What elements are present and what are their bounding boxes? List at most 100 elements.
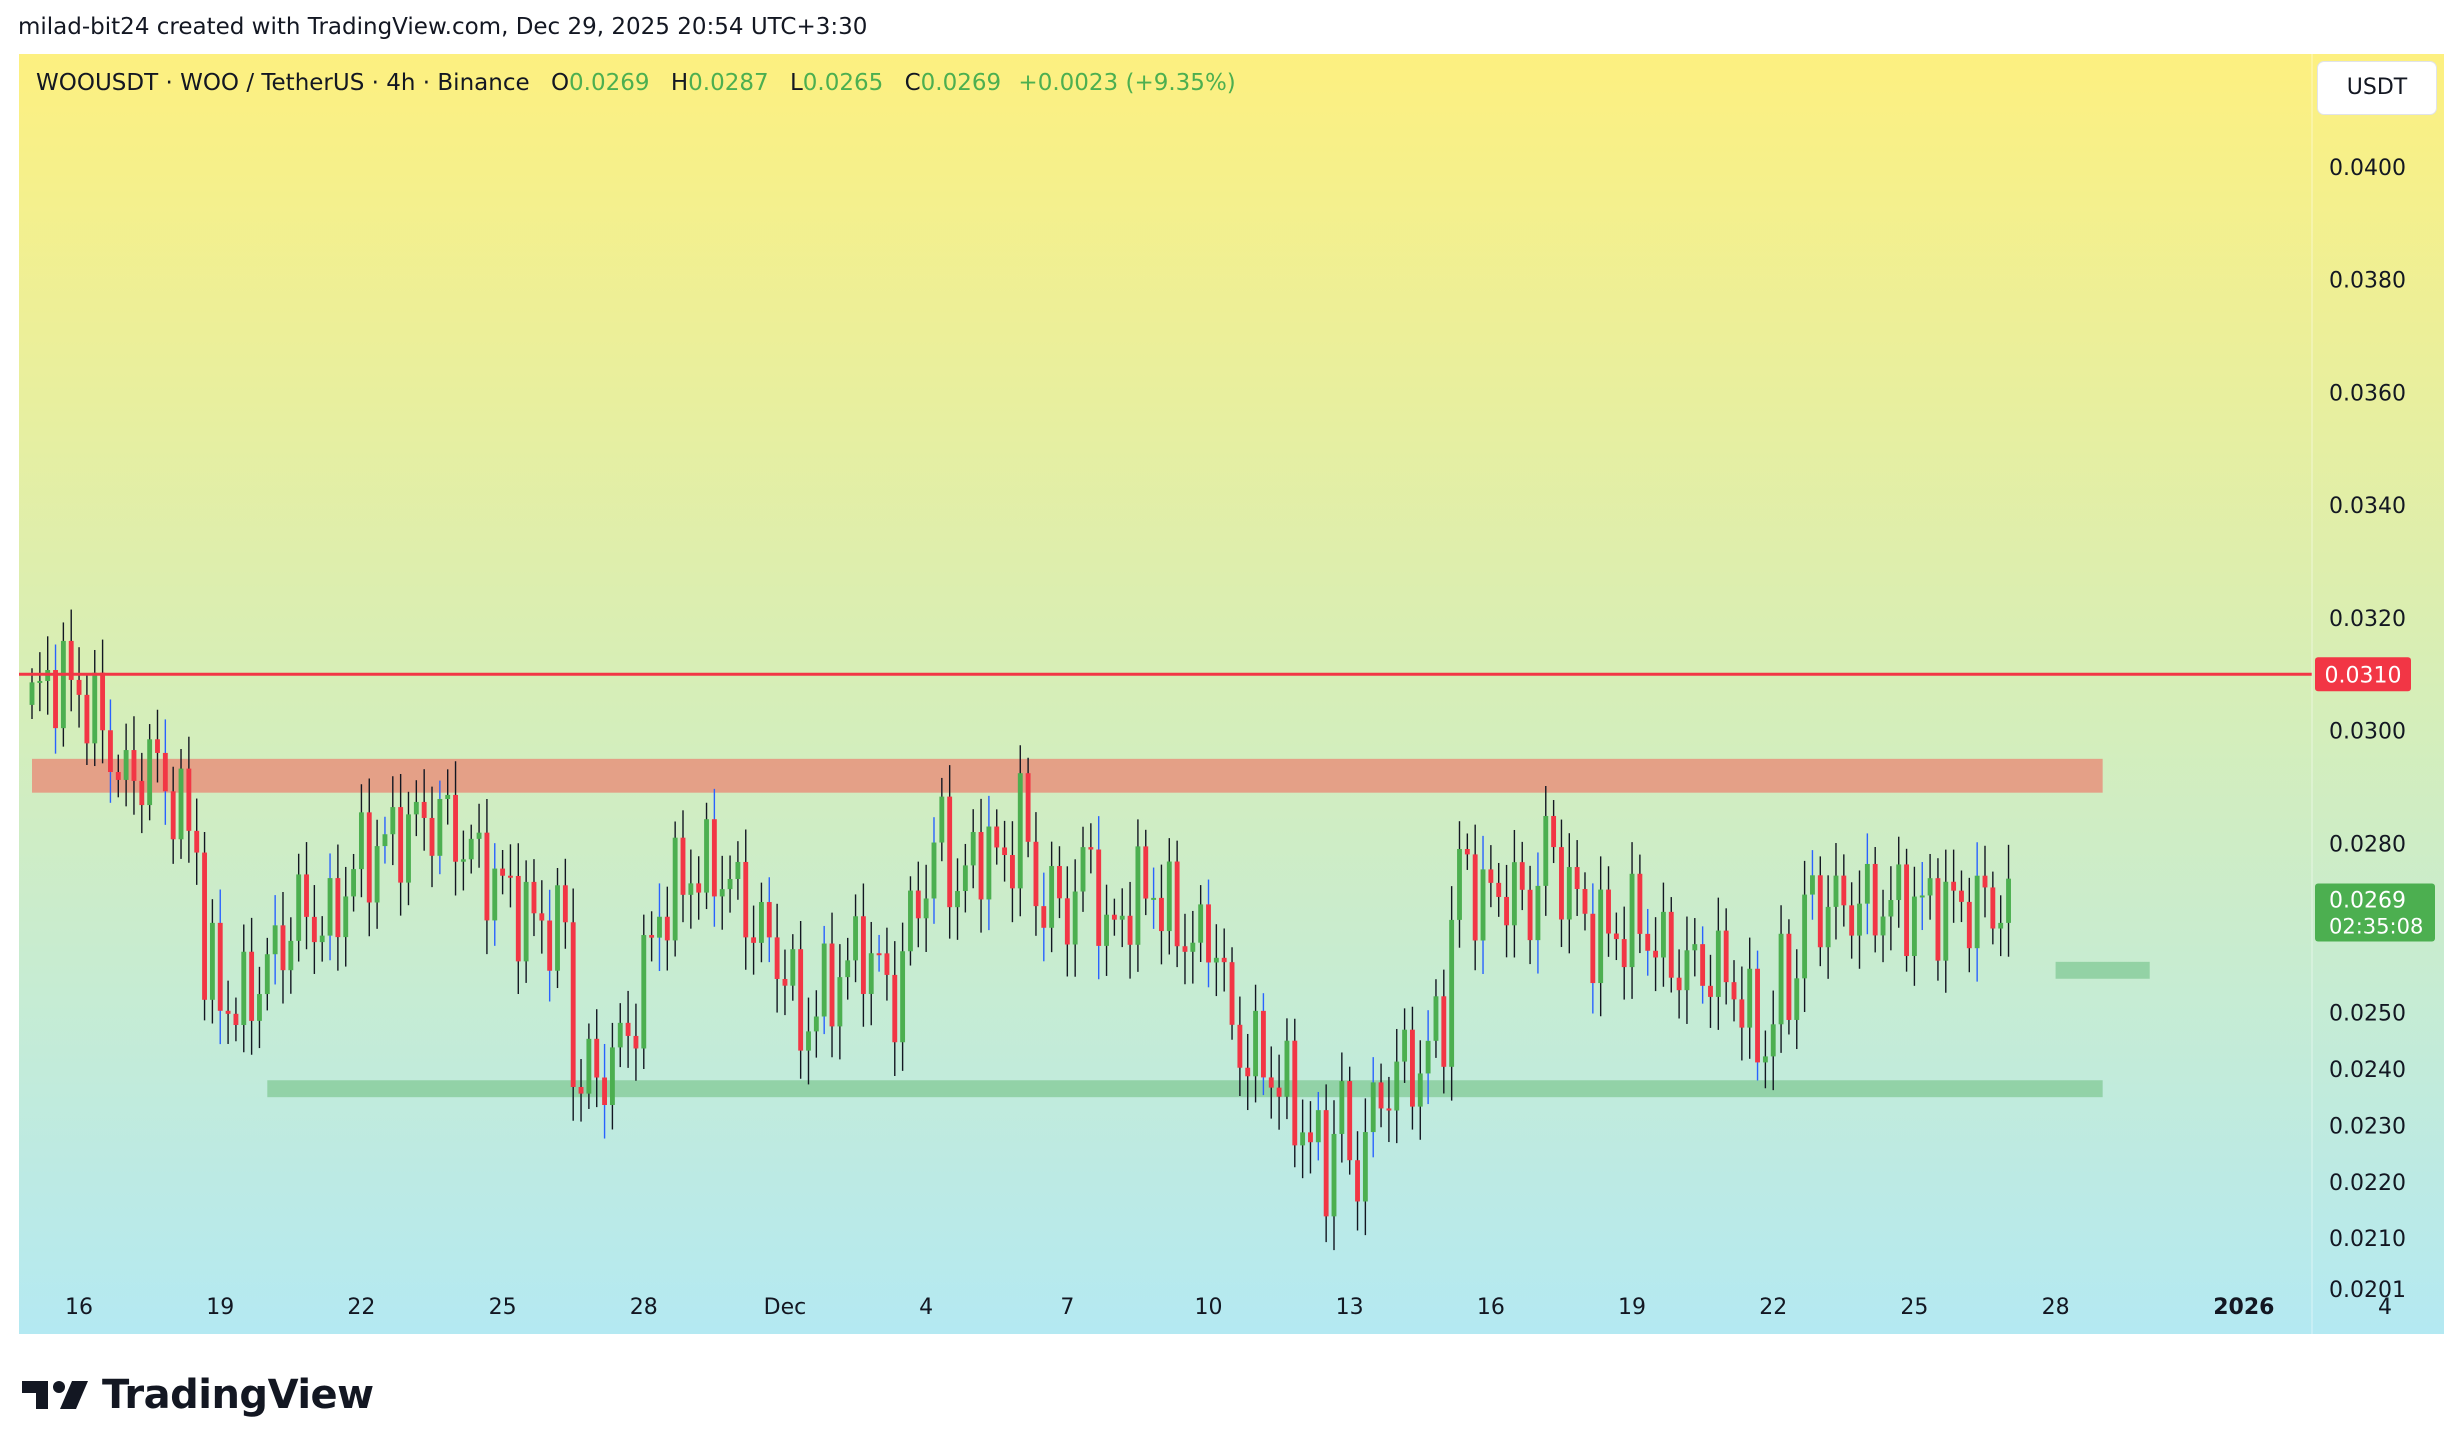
candle-body <box>711 819 717 897</box>
candle-body <box>217 922 223 1011</box>
candle-body <box>139 780 145 806</box>
candle-body <box>1708 985 1713 997</box>
candle-body <box>743 861 749 938</box>
candle-body <box>1637 873 1643 934</box>
candle-body <box>1151 897 1157 900</box>
candle-body <box>1433 996 1439 1041</box>
candle-body <box>1778 933 1784 1025</box>
chart-panel[interactable]: 0.0400 0.0380 0.0360 0.0340 0.0320 0.0300 0.02… <box>19 54 2444 1334</box>
candle-body <box>1198 904 1204 943</box>
x-tick-label: 22 <box>347 1295 375 1320</box>
candle-body <box>1723 930 1729 983</box>
x-tick-label: 4 <box>919 1295 933 1320</box>
candle-body <box>1080 847 1086 892</box>
candle-body <box>100 672 106 731</box>
candle-body <box>1464 849 1470 855</box>
low-label: L <box>789 70 803 96</box>
candle-body <box>1221 957 1227 963</box>
candle-body <box>1096 849 1102 946</box>
price-axis[interactable]: 0.0400 0.0380 0.0360 0.0340 0.0320 0.0300 0.02… <box>2329 156 2406 1303</box>
current-price-badge <box>2315 883 2435 942</box>
x-tick-label: 4 <box>2378 1295 2392 1320</box>
candle-body <box>1135 846 1141 945</box>
candle-body <box>1919 895 1925 898</box>
candle-body <box>900 951 906 1043</box>
candle-body <box>892 974 898 1043</box>
candle-body <box>1362 1132 1368 1202</box>
candle-body <box>1504 896 1509 926</box>
candle-body <box>92 672 98 744</box>
candle-body <box>1190 942 1196 952</box>
candle-body <box>555 885 560 971</box>
candle-body <box>586 1038 592 1094</box>
candle-body <box>500 868 506 876</box>
candle-body <box>1410 1029 1415 1107</box>
candle-body <box>1731 982 1737 1000</box>
candle-body <box>1833 875 1839 907</box>
candle-body <box>115 772 121 780</box>
candle-body <box>1276 1087 1282 1097</box>
time-axis[interactable]: 16 19 22 25 28 Dec 4 7 10 13 16 19 22 25 28 2026 4 <box>65 1295 2392 1320</box>
candle-body <box>609 1047 615 1106</box>
candle-body <box>1308 1132 1313 1143</box>
candle-body <box>1237 1024 1243 1068</box>
candle-body <box>923 898 929 919</box>
x-tick-label: 16 <box>1477 1295 1505 1320</box>
candle-body <box>366 812 372 903</box>
candle-body <box>774 937 780 979</box>
candle-body <box>1315 1110 1321 1143</box>
candle-body <box>1253 1010 1258 1077</box>
candle-body <box>2006 878 2011 923</box>
candle-body <box>1810 875 1815 895</box>
candle-body <box>186 768 192 831</box>
candle-body <box>343 896 349 938</box>
candle-body <box>594 1038 600 1078</box>
x-tick-label: 16 <box>65 1295 93 1320</box>
candle-body <box>759 902 764 943</box>
candle-body <box>257 994 262 1021</box>
candle-body <box>1794 978 1800 1020</box>
candle-body <box>1166 861 1172 932</box>
candle-body <box>829 943 835 1027</box>
resistance-price-text: 0.0310 <box>2325 663 2402 688</box>
candle-body <box>1974 875 1980 949</box>
candle-body <box>1645 933 1651 951</box>
candle-body <box>1402 1029 1408 1062</box>
price-chart[interactable]: 0.0400 0.0380 0.0360 0.0340 0.0320 0.0300 0.02… <box>19 54 2444 1334</box>
candle-body <box>162 752 168 792</box>
candle-body <box>562 885 568 923</box>
current-price-text: 0.0269 <box>2329 888 2406 913</box>
candle-body <box>1002 847 1008 856</box>
candle-body <box>680 837 686 895</box>
candle-body <box>704 819 709 893</box>
candle-body <box>241 951 247 1026</box>
candle-body <box>1041 906 1047 928</box>
candle-body <box>1355 1160 1360 1202</box>
candle-body <box>304 874 309 917</box>
candle-body <box>37 680 43 683</box>
candle-body <box>476 832 482 839</box>
tradingview-brand[interactable]: TradingView <box>22 1372 374 1418</box>
candle-body <box>625 1022 631 1036</box>
candle-body <box>233 1013 239 1026</box>
symbol-title: WOOUSDT · WOO / TetherUS · 4h · Binance <box>36 70 530 96</box>
x-tick-label: 19 <box>1618 1295 1646 1320</box>
candle-body <box>421 801 427 818</box>
candle-body <box>1213 957 1219 963</box>
symbol-legend: WOOUSDT · WOO / TetherUS · 4h · Binance … <box>36 70 1236 96</box>
candle-body <box>1457 849 1462 920</box>
candle-body <box>1472 854 1478 941</box>
candle-body <box>1331 1133 1337 1217</box>
candle-body <box>225 1010 231 1014</box>
low-value: 0.0265 <box>802 70 884 96</box>
open-label: O <box>550 70 570 96</box>
candle-body <box>547 920 553 971</box>
x-tick-label: 25 <box>1900 1295 1928 1320</box>
candle-body <box>351 869 357 897</box>
candle-body <box>876 953 882 956</box>
candle-body <box>813 1016 819 1032</box>
candle-body <box>798 949 804 1051</box>
candle-body <box>790 949 796 986</box>
candle-body <box>994 826 1000 848</box>
currency-selector[interactable]: USDT <box>2318 62 2436 114</box>
